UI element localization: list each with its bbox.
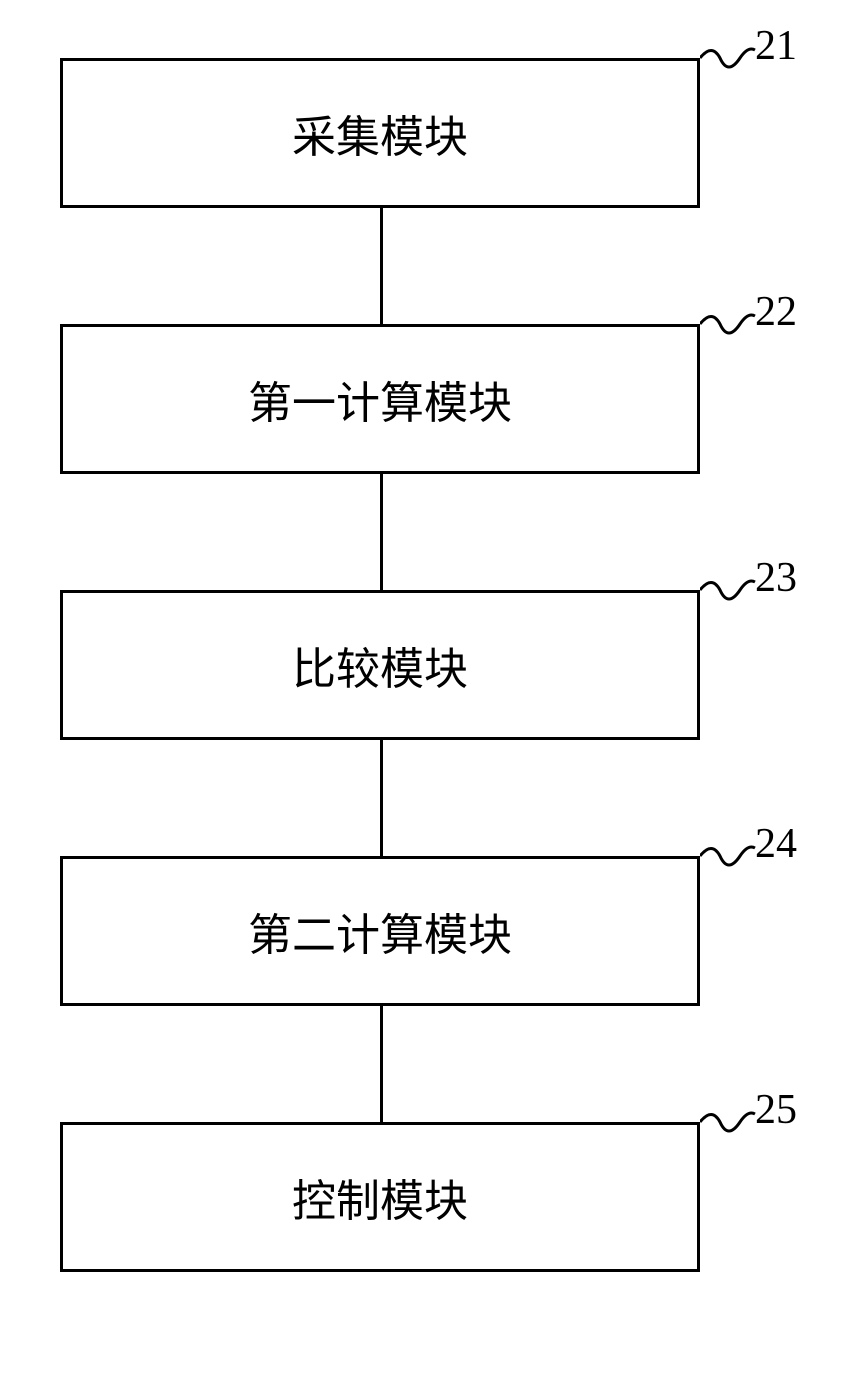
node-number: 25 (755, 1086, 797, 1134)
node-number: 24 (755, 820, 797, 868)
edge-connector (380, 474, 383, 590)
node-number: 21 (755, 22, 797, 70)
squiggle-connector (700, 836, 760, 896)
squiggle-connector (700, 570, 760, 630)
squiggle-connector (700, 1102, 760, 1162)
node-label: 第二计算模块 (248, 899, 512, 963)
node-compare-module: 比较模块 (60, 590, 700, 740)
node-number: 22 (755, 288, 797, 336)
node-label: 采集模块 (292, 101, 468, 165)
squiggle-connector (700, 304, 760, 364)
node-label: 控制模块 (292, 1165, 468, 1229)
node-label: 第一计算模块 (248, 367, 512, 431)
node-second-calc-module: 第二计算模块 (60, 856, 700, 1006)
node-number: 23 (755, 554, 797, 602)
edge-connector (380, 208, 383, 324)
edge-connector (380, 740, 383, 856)
edge-connector (380, 1006, 383, 1122)
squiggle-connector (700, 38, 760, 98)
node-first-calc-module: 第一计算模块 (60, 324, 700, 474)
block-diagram: 采集模块 21 第一计算模块 22 比较模块 23 第二计算模块 24 控制模块… (0, 0, 846, 1385)
node-control-module: 控制模块 (60, 1122, 700, 1272)
node-label: 比较模块 (292, 633, 468, 697)
node-collection-module: 采集模块 (60, 58, 700, 208)
